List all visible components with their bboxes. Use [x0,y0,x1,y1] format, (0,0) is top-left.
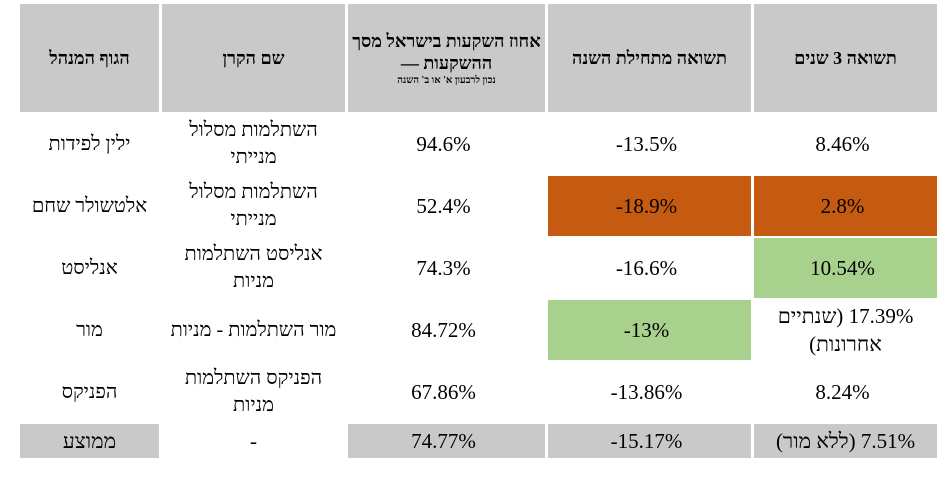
cell-return-ytd: -18.9% [545,176,751,238]
table-row: 8.24% -13.86% 67.86% הפניקס השתלמות מניו… [17,362,937,424]
avg-return-3y: 7.51% (ללא מור) [751,424,937,460]
cell-israel-share: 84.72% [345,300,545,362]
cell-return-ytd: -13% [545,300,751,362]
cell-return-3y: 8.46% [751,114,937,176]
header-fund-name: שם הקרן [159,4,345,114]
header-israel-share: אחוז השקעות בישראל מסך ההשקעות — נכון לר… [345,4,545,114]
avg-return-ytd: -15.17% [545,424,751,460]
avg-manager: ממוצע [17,424,159,460]
returns-table-container: תשואה 3 שנים תשואה מתחילת השנה אחוז השקע… [17,4,937,460]
cell-manager: אלטשולר שחם [17,176,159,238]
cell-fund-name: השתלמות מסלול מנייתי [159,176,345,238]
cell-manager: מור [17,300,159,362]
avg-israel-share: 74.77% [345,424,545,460]
cell-israel-share: 67.86% [345,362,545,424]
cell-return-3y: 2.8% [751,176,937,238]
cell-fund-name: אנליסט השתלמות מניות [159,238,345,300]
cell-manager: ילין לפידות [17,114,159,176]
header-row: תשואה 3 שנים תשואה מתחילת השנה אחוז השקע… [17,4,937,114]
cell-israel-share: 52.4% [345,176,545,238]
cell-fund-name: השתלמות מסלול מנייתי [159,114,345,176]
table-row: 8.46% -13.5% 94.6% השתלמות מסלול מנייתי … [17,114,937,176]
cell-return-3y: 17.39% (שנתיים אחרונות) [751,300,937,362]
header-israel-share-main: אחוז השקעות בישראל מסך ההשקעות — [352,30,541,73]
cell-return-3y: 8.24% [751,362,937,424]
cell-fund-name: הפניקס השתלמות מניות [159,362,345,424]
cell-manager: הפניקס [17,362,159,424]
table-row: 2.8% -18.9% 52.4% השתלמות מסלול מנייתי א… [17,176,937,238]
table-row: 10.54% -16.6% 74.3% אנליסט השתלמות מניות… [17,238,937,300]
cell-return-ytd: -16.6% [545,238,751,300]
header-return-3y: תשואה 3 שנים [751,4,937,114]
table-row: 17.39% (שנתיים אחרונות) -13% 84.72% מור … [17,300,937,362]
cell-israel-share: 94.6% [345,114,545,176]
cell-return-ytd: -13.86% [545,362,751,424]
fund-returns-table: תשואה 3 שנים תשואה מתחילת השנה אחוז השקע… [17,4,937,460]
header-return-ytd: תשואה מתחילת השנה [545,4,751,114]
cell-return-ytd: -13.5% [545,114,751,176]
cell-israel-share: 74.3% [345,238,545,300]
cell-return-3y: 10.54% [751,238,937,300]
header-manager: הגוף המנהל [17,4,159,114]
average-row: 7.51% (ללא מור) -15.17% 74.77% - ממוצע [17,424,937,460]
avg-fund-name: - [159,424,345,460]
cell-fund-name: מור השתלמות - מניות [159,300,345,362]
header-israel-share-note: נכון לרבעון א' או ב' השנה [397,74,496,86]
cell-manager: אנליסט [17,238,159,300]
